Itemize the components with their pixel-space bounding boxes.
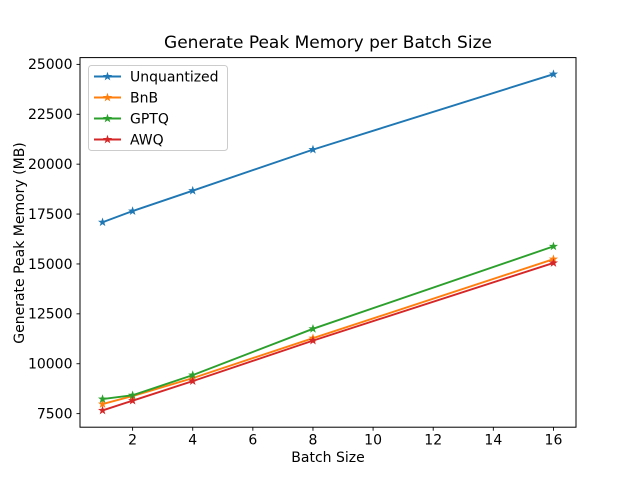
legend-marker-bnb: [102, 92, 113, 102]
x-tick-label: 14: [484, 433, 502, 449]
y-tick-label: 15000: [28, 257, 73, 273]
series-marker-awq: [308, 335, 318, 345]
x-tick-label: 16: [545, 433, 563, 449]
x-tick-label: 6: [248, 433, 257, 449]
series-marker-awq: [188, 376, 198, 385]
y-tick-label: 10000: [28, 357, 73, 373]
legend: Unquantized BnB GPTQ AWQ: [88, 65, 228, 151]
legend-marker-unquantized: [102, 71, 113, 81]
y-tick-label: 20000: [28, 157, 73, 173]
legend-marker-gptq: [102, 113, 113, 123]
legend-label-gptq: GPTQ: [130, 111, 169, 127]
chart-title: Generate Peak Memory per Batch Size: [164, 33, 492, 53]
legend-label-bnb: BnB: [130, 90, 158, 106]
x-tick-label: 4: [188, 433, 197, 449]
series-marker-awq: [548, 258, 559, 267]
series-marker-gptq: [548, 241, 559, 251]
series-marker-gptq: [128, 390, 138, 400]
x-tick-label: 8: [309, 433, 318, 449]
series-marker-gptq: [308, 324, 318, 333]
legend-label-unquantized: Unquantized: [130, 69, 219, 85]
series-marker-awq: [128, 395, 138, 405]
series-line-gptq: [102, 245, 554, 401]
series-marker-unquantized: [188, 185, 198, 195]
x-tick-label: 12: [424, 433, 442, 449]
y-tick-label: 17500: [28, 207, 73, 223]
x-tick-label: 10: [364, 433, 382, 449]
axes-spines: [79, 57, 577, 428]
y-tick-label: 7500: [37, 406, 73, 422]
legend-label-awq: AWQ: [130, 132, 164, 148]
series-marker-unquantized: [97, 217, 108, 227]
y-tick-label: 12500: [28, 307, 73, 323]
series-marker-awq: [97, 405, 108, 415]
legend-box: [88, 65, 228, 151]
series-marker-gptq: [97, 394, 108, 403]
series-marker-unquantized: [548, 69, 559, 79]
y-tick-label: 22500: [28, 107, 73, 123]
series-line-awq: [102, 262, 554, 412]
series-marker-bnb: [97, 399, 108, 408]
series-marker-unquantized: [128, 206, 138, 215]
x-tick-label: 2: [128, 433, 137, 449]
series-marker-gptq: [188, 370, 198, 379]
y-tick-label: 25000: [28, 57, 73, 73]
legend-marker-awq: [102, 134, 113, 144]
series-marker-unquantized: [308, 144, 318, 154]
x-axis-label: Batch Size: [291, 450, 365, 466]
